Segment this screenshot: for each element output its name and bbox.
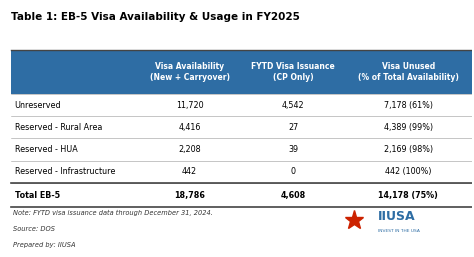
Text: 39: 39 [288, 145, 298, 154]
Text: 4,389 (99%): 4,389 (99%) [383, 123, 433, 132]
Text: Reserved - Infrastructure: Reserved - Infrastructure [15, 167, 115, 176]
Text: 4,416: 4,416 [178, 123, 201, 132]
Text: 14,178 (75%): 14,178 (75%) [378, 191, 438, 200]
Text: 4,608: 4,608 [281, 191, 306, 200]
Text: 7,178 (61%): 7,178 (61%) [384, 100, 433, 109]
Text: Visa Availability
(New + Carryover): Visa Availability (New + Carryover) [149, 62, 229, 82]
Text: 18,786: 18,786 [174, 191, 205, 200]
Text: Reserved - HUA: Reserved - HUA [15, 145, 77, 154]
Text: 11,720: 11,720 [176, 100, 203, 109]
Text: Source: DOS: Source: DOS [13, 226, 55, 232]
Text: 2,169 (98%): 2,169 (98%) [383, 145, 433, 154]
Text: Visa Unused
(% of Total Availability): Visa Unused (% of Total Availability) [358, 62, 459, 82]
Text: 27: 27 [288, 123, 298, 132]
Text: Prepared by: IIUSA: Prepared by: IIUSA [13, 242, 76, 248]
Text: 0: 0 [291, 167, 295, 176]
Text: FYTD Visa Issuance
(CP Only): FYTD Visa Issuance (CP Only) [251, 62, 335, 82]
Text: Unreserved: Unreserved [15, 100, 61, 109]
Text: 4,542: 4,542 [282, 100, 304, 109]
Text: 442: 442 [182, 167, 197, 176]
Text: 2,208: 2,208 [178, 145, 201, 154]
Text: INVEST IN THE USA: INVEST IN THE USA [378, 229, 419, 233]
Text: Total EB-5: Total EB-5 [15, 191, 60, 200]
Text: IIUSA: IIUSA [378, 210, 415, 223]
Text: Table 1: EB-5 Visa Availability & Usage in FY2025: Table 1: EB-5 Visa Availability & Usage … [11, 12, 300, 22]
Text: Reserved - Rural Area: Reserved - Rural Area [15, 123, 102, 132]
Text: 442 (100%): 442 (100%) [385, 167, 431, 176]
Text: Note: FYTD visa issuance data through December 31, 2024.: Note: FYTD visa issuance data through De… [13, 210, 213, 216]
